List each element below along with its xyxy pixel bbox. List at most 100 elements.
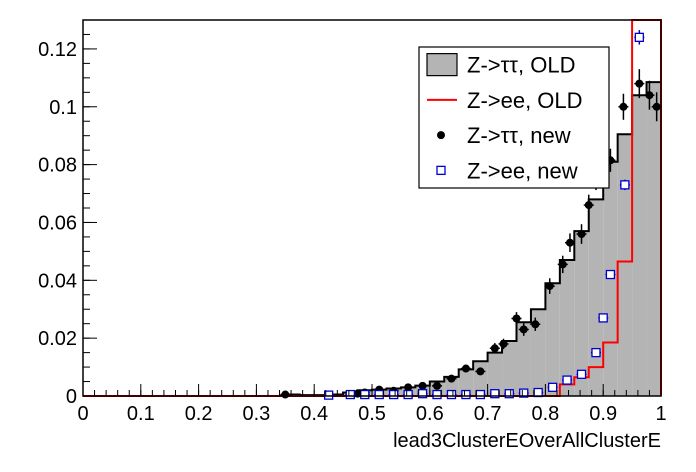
- y-tick-label: 0.08: [38, 155, 77, 177]
- hist-bin: [559, 260, 575, 396]
- data-point: [562, 375, 573, 385]
- hist-bin: [632, 95, 647, 396]
- marker-filled-circle: [512, 314, 521, 323]
- marker-filled-circle: [519, 325, 528, 334]
- marker-filled-circle: [558, 260, 567, 269]
- marker-filled-circle: [281, 390, 290, 399]
- marker-open-square: [519, 388, 529, 398]
- marker-filled-circle: [577, 230, 586, 239]
- data-point: [504, 389, 515, 399]
- marker-open-square: [374, 389, 384, 400]
- hist-bin: [646, 82, 661, 396]
- hist-bin: [487, 352, 503, 396]
- hist-bin: [502, 341, 517, 396]
- data-point: [557, 255, 568, 274]
- marker-filled-circle: [531, 320, 540, 329]
- marker-open-square: [323, 390, 334, 400]
- data-point: [403, 389, 414, 400]
- x-tick-label: 0.5: [358, 403, 386, 425]
- data-point: [359, 389, 370, 400]
- marker-filled-circle: [645, 91, 654, 100]
- x-tick-label: 0.4: [300, 403, 328, 425]
- legend-entry: Z->ττ, new: [437, 123, 571, 148]
- data-point: [403, 383, 414, 392]
- x-tick-label: 0.1: [127, 403, 155, 425]
- y-tick-label: 0.1: [49, 97, 77, 119]
- hist-bin: [545, 283, 560, 396]
- data-point: [576, 224, 587, 244]
- marker-filled-circle: [565, 238, 574, 247]
- data-point: [619, 179, 630, 191]
- data-point: [547, 382, 558, 392]
- legend-entry: Z->ee, OLD: [427, 88, 583, 113]
- marker-open-square: [547, 382, 558, 392]
- legend-label: Z->ee, OLD: [467, 88, 583, 113]
- marker-open-square: [432, 389, 442, 400]
- marker-filled-circle: [433, 381, 442, 390]
- x-tick-label: 0.9: [589, 403, 617, 425]
- marker-open-square: [461, 389, 471, 400]
- y-tick-label: 0: [66, 386, 77, 408]
- data-point: [644, 80, 655, 110]
- data-point: [460, 389, 471, 400]
- data-point: [323, 390, 334, 400]
- data-point: [432, 389, 443, 400]
- x-tick-label: 0.8: [531, 403, 559, 425]
- marker-open-square: [634, 32, 644, 43]
- data-point: [446, 374, 457, 383]
- marker-filled-circle: [461, 364, 470, 373]
- data-point: [475, 389, 486, 400]
- data-point: [634, 69, 645, 99]
- data-point: [618, 93, 629, 120]
- marker-open-square: [576, 369, 587, 379]
- marker-open-square: [446, 389, 457, 400]
- legend-label: Z->ee, new: [467, 158, 578, 183]
- legend-swatch-fill: [426, 53, 458, 77]
- marker-filled-circle: [652, 102, 661, 111]
- marker-open-square: [403, 389, 413, 400]
- y-tick-label: 0.06: [38, 212, 77, 234]
- marker-filled-circle: [490, 344, 499, 353]
- data-point: [432, 381, 443, 390]
- x-tick-label: 0.7: [474, 403, 502, 425]
- y-tick-label: 0.04: [38, 270, 77, 292]
- y-tick-label: 0.02: [38, 328, 77, 350]
- legend-entry: Z->ττ, OLD: [426, 53, 575, 78]
- legend-entry: Z->ee, new: [436, 158, 578, 183]
- marker-filled-circle: [476, 367, 485, 376]
- marker-open-square: [504, 389, 514, 399]
- marker-filled-circle: [499, 339, 508, 348]
- data-point: [590, 347, 601, 358]
- x-tick-label: 0.6: [416, 403, 444, 425]
- marker-filled-circle: [619, 102, 628, 111]
- y-tick-label: 0.12: [38, 39, 77, 61]
- legend-label: Z->ττ, OLD: [467, 53, 575, 78]
- data-point: [417, 381, 428, 390]
- data-point: [583, 194, 594, 216]
- marker-filled-circle: [584, 201, 593, 210]
- marker-filled-circle: [447, 374, 456, 383]
- marker-open-square: [389, 389, 399, 400]
- data-point: [489, 343, 500, 354]
- marker-filled-circle: [635, 79, 644, 88]
- marker-open-square: [360, 389, 370, 400]
- data-point: [374, 389, 385, 400]
- marker-open-square: [598, 313, 608, 323]
- data-point: [605, 269, 616, 280]
- data-point: [598, 313, 609, 323]
- data-point: [518, 323, 529, 336]
- x-tick-label: 1: [655, 403, 666, 425]
- marker-open-square: [591, 347, 601, 358]
- hist-bin: [458, 369, 474, 396]
- marker-open-square: [620, 180, 630, 190]
- data-point: [460, 364, 471, 373]
- hist-bin: [530, 309, 546, 396]
- data-point: [544, 278, 555, 294]
- data-point: [446, 389, 457, 400]
- x-tick-label: 0: [77, 403, 88, 425]
- legend-label: Z->ττ, new: [467, 123, 571, 148]
- marker-open-square: [345, 389, 355, 400]
- hist-bin: [588, 199, 604, 396]
- data-point: [530, 317, 541, 331]
- marker-open-square: [562, 375, 572, 385]
